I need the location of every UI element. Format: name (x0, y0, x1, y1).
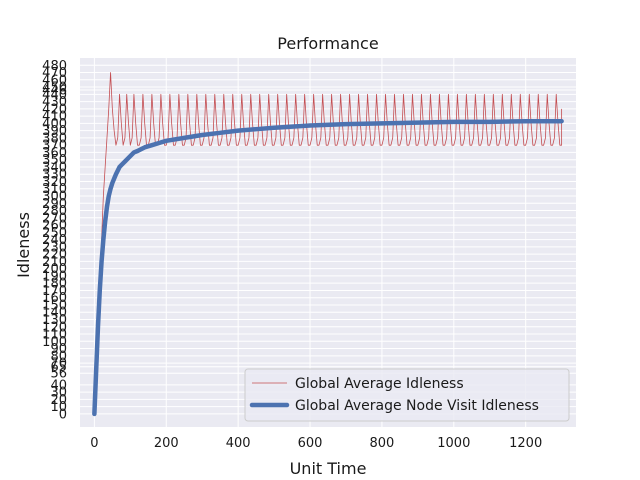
y-tick-label: 110 (42, 328, 67, 343)
y-tick-label: 20 (50, 393, 67, 408)
y-tick-label: 210 (42, 255, 67, 270)
tick-labels: 0102030405665708090100110120130140150160… (42, 59, 542, 451)
y-tick-label: 190 (42, 269, 67, 284)
series-global-average-node-visit-idleness (92, 118, 564, 417)
y-tick-label: 450 (42, 81, 67, 96)
y-tick-label: 80 (50, 349, 67, 364)
y-tick-label: 180 (42, 277, 67, 292)
legend-label-idleness: Global Average Idleness (295, 376, 464, 392)
y-tick-label: 310 (42, 182, 67, 197)
y-tick-label: 56 (50, 367, 67, 382)
y-tick-label: 130 (42, 313, 67, 328)
y-tick-label: 320 (42, 175, 67, 190)
y-tick-label: 30 (50, 386, 67, 401)
y-tick-label: 290 (42, 197, 67, 212)
x-axis-label: Unit Time (290, 459, 367, 478)
y-tick-label: 280 (42, 204, 67, 219)
x-tick-label: 400 (226, 436, 251, 451)
y-tick-label: 260 (42, 219, 67, 234)
y-tick-label: 330 (42, 168, 67, 183)
y-tick-label: 340 (42, 160, 67, 175)
y-tick-label: 460 (42, 73, 67, 88)
y-tick-label: 270 (42, 211, 67, 226)
y-tick-label: 380 (42, 131, 67, 146)
y-tick-label: 120 (42, 320, 67, 335)
y-tick-label: 350 (42, 153, 67, 168)
chart-title: Performance (277, 34, 378, 53)
y-tick-label: 440 (42, 88, 67, 103)
x-tick-label: 1000 (437, 436, 470, 451)
y-tick-label: 420 (42, 102, 67, 117)
y-tick-label: 400 (42, 117, 67, 132)
y-tick-label: 160 (42, 291, 67, 306)
y-tick-label: 446 (42, 83, 67, 98)
y-tick-label: 40 (50, 378, 67, 393)
y-tick-label: 100 (42, 335, 67, 350)
y-tick-label: 360 (42, 146, 67, 161)
series-layer (92, 72, 564, 417)
y-tick-label: 240 (42, 233, 67, 248)
x-tick-label: 600 (298, 436, 323, 451)
y-tick-label: 390 (42, 124, 67, 139)
y-tick-label: 65 (50, 360, 67, 375)
x-tick-label: 200 (154, 436, 179, 451)
y-tick-label: 0 (59, 407, 67, 422)
y-tick-label: 200 (42, 262, 67, 277)
y-tick-label: 140 (42, 306, 67, 321)
y-tick-label: 230 (42, 240, 67, 255)
y-tick-label: 370 (42, 139, 67, 154)
x-tick-label: 0 (90, 436, 98, 451)
y-tick-label: 70 (50, 357, 67, 372)
y-tick-label: 410 (42, 110, 67, 125)
y-tick-label: 300 (42, 190, 67, 205)
y-axis-label: Idleness (14, 212, 33, 278)
series-global-average-idleness (93, 72, 563, 414)
y-tick-label: 90 (50, 342, 67, 357)
x-tick-label: 1200 (509, 436, 542, 451)
y-tick-label: 170 (42, 284, 67, 299)
legend-label-node-visit-idleness: Global Average Node Visit Idleness (295, 398, 539, 414)
y-tick-label: 10 (50, 400, 67, 415)
y-tick-label: 470 (42, 66, 67, 81)
legend-box (244, 368, 570, 422)
y-tick-label: 150 (42, 298, 67, 313)
legend: Global Average Idleness Global Average N… (244, 368, 570, 422)
y-tick-label: 480 (42, 59, 67, 74)
y-tick-label: 250 (42, 226, 67, 241)
y-tick-label: 220 (42, 248, 67, 263)
x-tick-label: 800 (369, 436, 394, 451)
y-tick-label: 430 (42, 95, 67, 110)
